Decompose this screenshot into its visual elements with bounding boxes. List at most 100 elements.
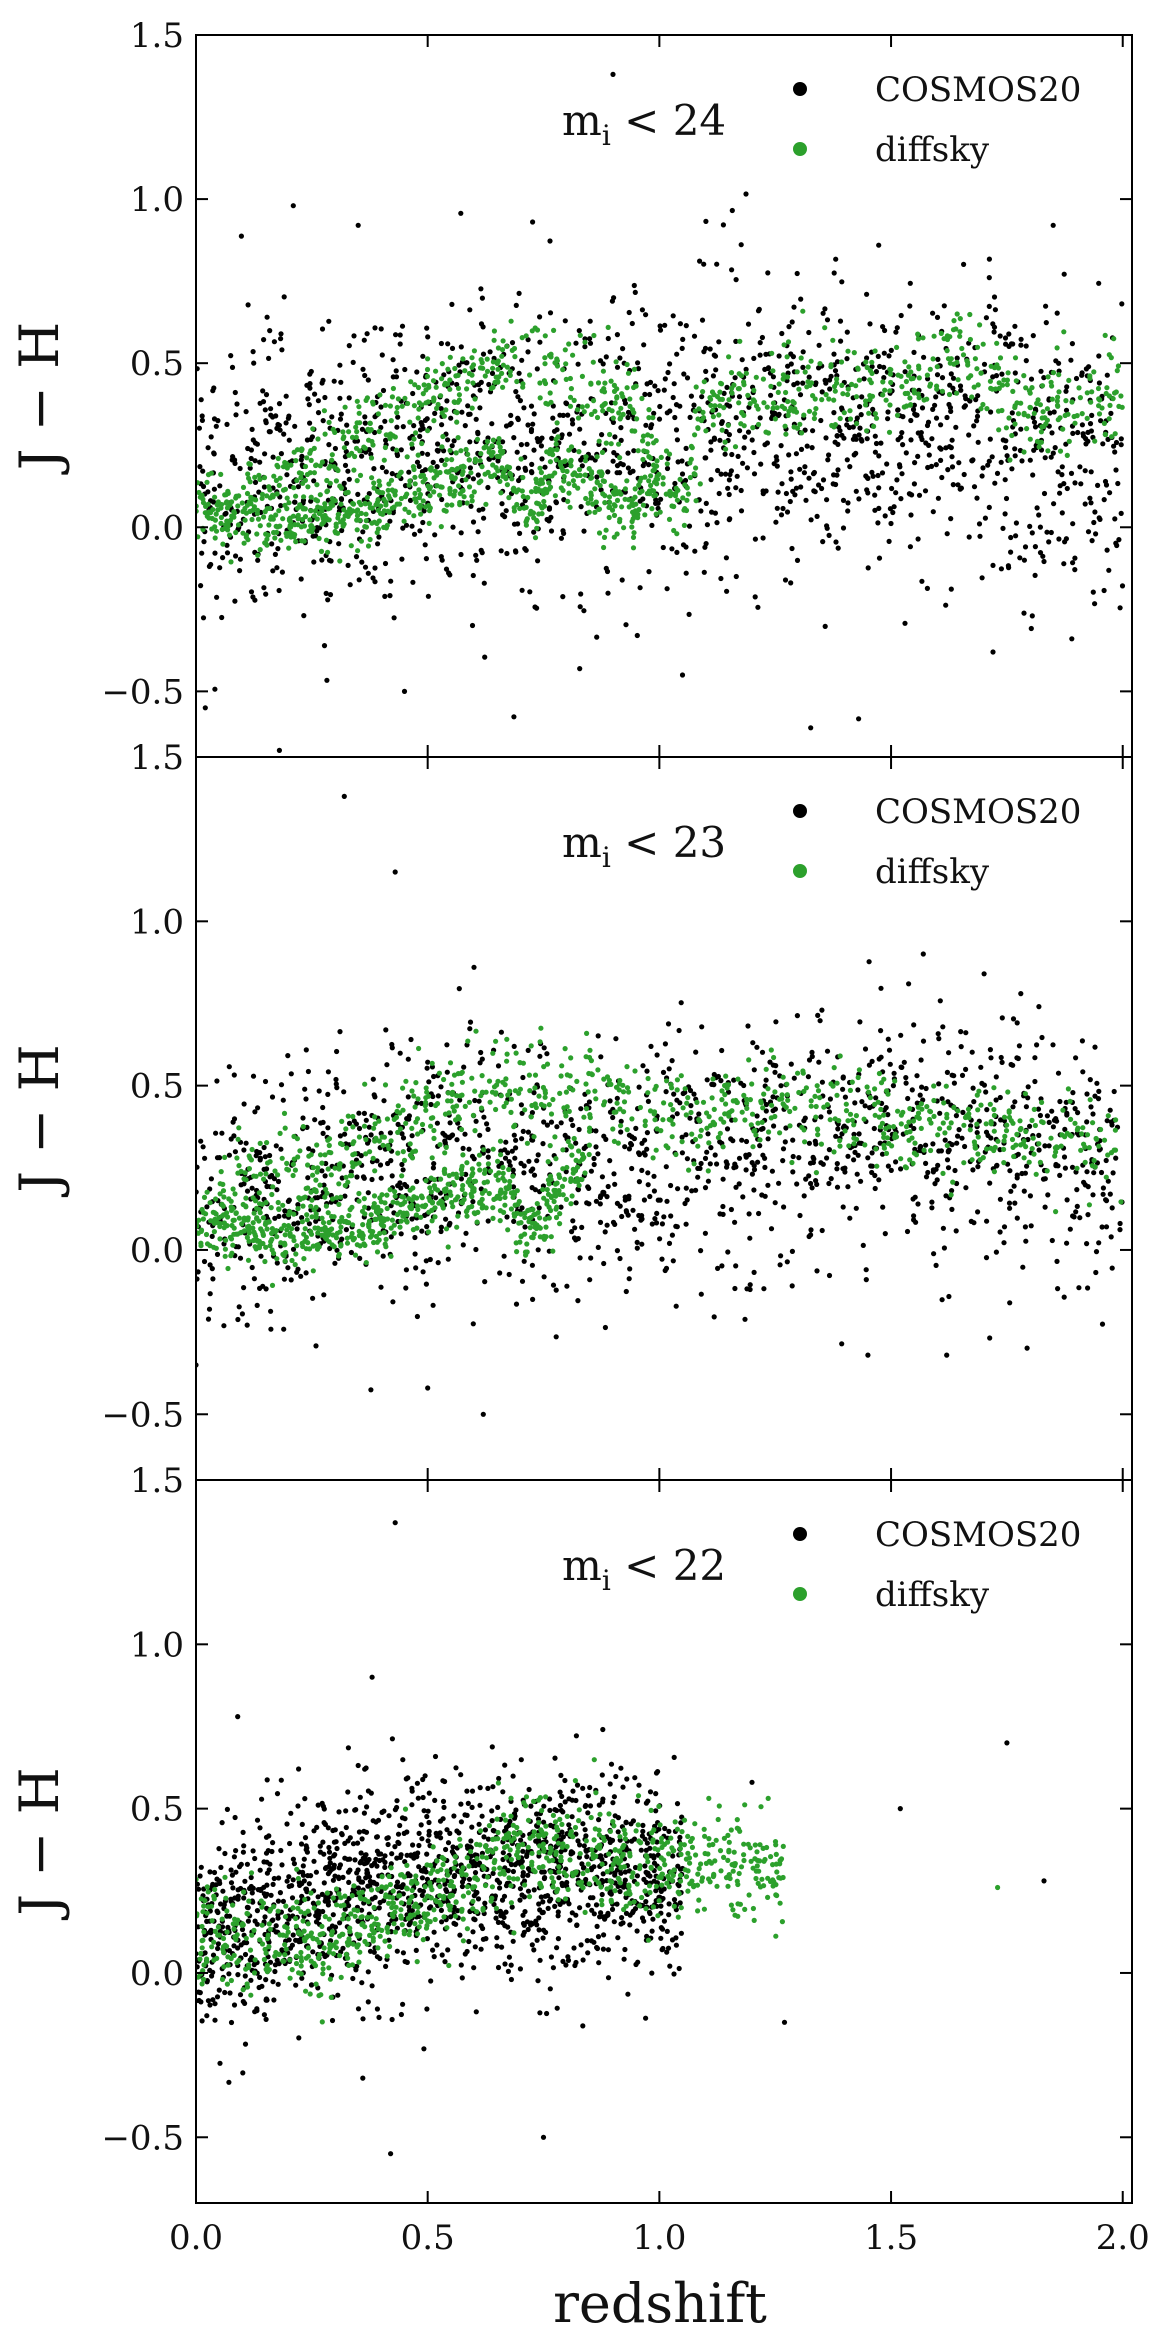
cosmos20-point <box>249 426 255 432</box>
cosmos20-point <box>1090 1192 1096 1198</box>
cosmos20-point <box>462 423 468 429</box>
cosmos20-point <box>1041 490 1048 497</box>
cosmos20-point <box>524 441 530 447</box>
diffsky-point <box>546 480 552 486</box>
diffsky-point <box>886 429 893 435</box>
diffsky-point <box>729 385 735 391</box>
diffsky-point <box>523 333 529 339</box>
diffsky-point <box>741 412 747 418</box>
cosmos20-point <box>368 1387 374 1393</box>
cosmos20-point <box>362 372 368 379</box>
diffsky-point <box>888 367 894 373</box>
diffsky-point <box>255 516 262 522</box>
cosmos20-point <box>525 1047 531 1053</box>
cosmos20-point <box>1079 370 1085 376</box>
diffsky-point <box>274 462 280 468</box>
cosmos20-point <box>904 1228 911 1235</box>
diffsky-point <box>213 1196 219 1202</box>
diffsky-point <box>576 467 583 473</box>
diffsky-point <box>944 348 950 354</box>
cosmos20-point <box>743 1167 749 1173</box>
cosmos20-point <box>893 490 899 496</box>
cosmos20-point <box>1064 1240 1070 1246</box>
cosmos20-point <box>845 500 851 506</box>
cosmos20-point <box>509 1148 515 1154</box>
diffsky-point <box>228 559 234 565</box>
cosmos20-point <box>887 506 894 512</box>
cosmos20-point <box>382 593 388 600</box>
diffsky-point <box>650 468 656 474</box>
cosmos20-point <box>277 427 283 433</box>
diffsky-point <box>450 1180 456 1186</box>
cosmos20-point <box>1036 1132 1042 1138</box>
diffsky-point <box>955 377 961 383</box>
diffsky-point <box>447 377 453 383</box>
diffsky-point <box>978 406 984 412</box>
cosmos20-point <box>806 1233 812 1240</box>
cosmos20-point <box>321 1292 327 1298</box>
cosmos20-point <box>288 1071 294 1077</box>
cosmos20-point <box>424 325 430 331</box>
cosmos20-point <box>824 1155 830 1161</box>
cosmos20-point <box>1034 505 1040 511</box>
cosmos20-point <box>447 572 453 578</box>
cosmos20-point <box>247 465 253 471</box>
diffsky-point <box>208 1218 214 1224</box>
cosmos20-point <box>1025 1084 1031 1090</box>
cosmos20-point <box>806 1140 813 1146</box>
cosmos20-point <box>449 301 455 307</box>
diffsky-point <box>444 457 450 463</box>
cosmos20-point <box>907 544 914 550</box>
cosmos20-point <box>257 459 263 465</box>
cosmos20-point <box>393 374 400 380</box>
diffsky-point <box>329 1213 335 1220</box>
cosmos20-point <box>914 1073 920 1079</box>
cosmos20-point <box>679 672 686 678</box>
diffsky-point <box>298 471 304 477</box>
cosmos20-point <box>337 1133 343 1139</box>
cosmos20-point <box>864 436 870 442</box>
cosmos20-point <box>1061 1154 1068 1160</box>
cosmos20-point <box>678 1000 684 1006</box>
cosmos20-point <box>417 528 423 534</box>
cosmos20-point <box>422 542 428 548</box>
cosmos20-point <box>930 1141 936 1147</box>
cosmos20-point <box>360 529 366 535</box>
cosmos20-point <box>560 412 566 418</box>
cosmos20-point <box>409 1216 415 1222</box>
cosmos20-point <box>819 485 825 492</box>
cosmos20-point <box>738 487 744 494</box>
cosmos20-point <box>306 1146 312 1152</box>
cosmos20-point <box>732 1219 738 1225</box>
cosmos20-point <box>625 450 631 456</box>
diffsky-point <box>385 487 391 493</box>
cosmos20-point <box>646 569 652 575</box>
diffsky-point <box>866 410 872 416</box>
cosmos20-point <box>993 1249 1000 1255</box>
diffsky-point <box>301 494 307 500</box>
diffsky-point <box>424 366 431 373</box>
cosmos20-point <box>366 1124 372 1130</box>
diffsky-point <box>600 478 606 484</box>
cosmos20-point <box>347 582 353 588</box>
cosmos20-point <box>485 1148 491 1154</box>
cosmos20-point <box>701 261 707 267</box>
cosmos20-point <box>480 324 486 330</box>
cosmos20-point <box>202 705 208 711</box>
diffsky-point <box>426 384 432 390</box>
diffsky-point <box>252 474 258 480</box>
cosmos20-point <box>930 1167 937 1173</box>
cosmos20-point <box>725 1089 732 1095</box>
cosmos20-point <box>673 1303 679 1309</box>
diffsky-point <box>782 423 788 429</box>
cosmos20-point <box>1006 331 1012 337</box>
cosmos20-point <box>656 416 663 422</box>
cosmos20-point <box>762 1164 768 1170</box>
cosmos20-point <box>320 418 326 424</box>
diffsky-point <box>838 359 845 365</box>
cosmos20-point <box>966 432 972 438</box>
diffsky-point <box>293 539 299 545</box>
cosmos20-point <box>470 476 476 482</box>
cosmos20-point <box>886 1047 893 1053</box>
